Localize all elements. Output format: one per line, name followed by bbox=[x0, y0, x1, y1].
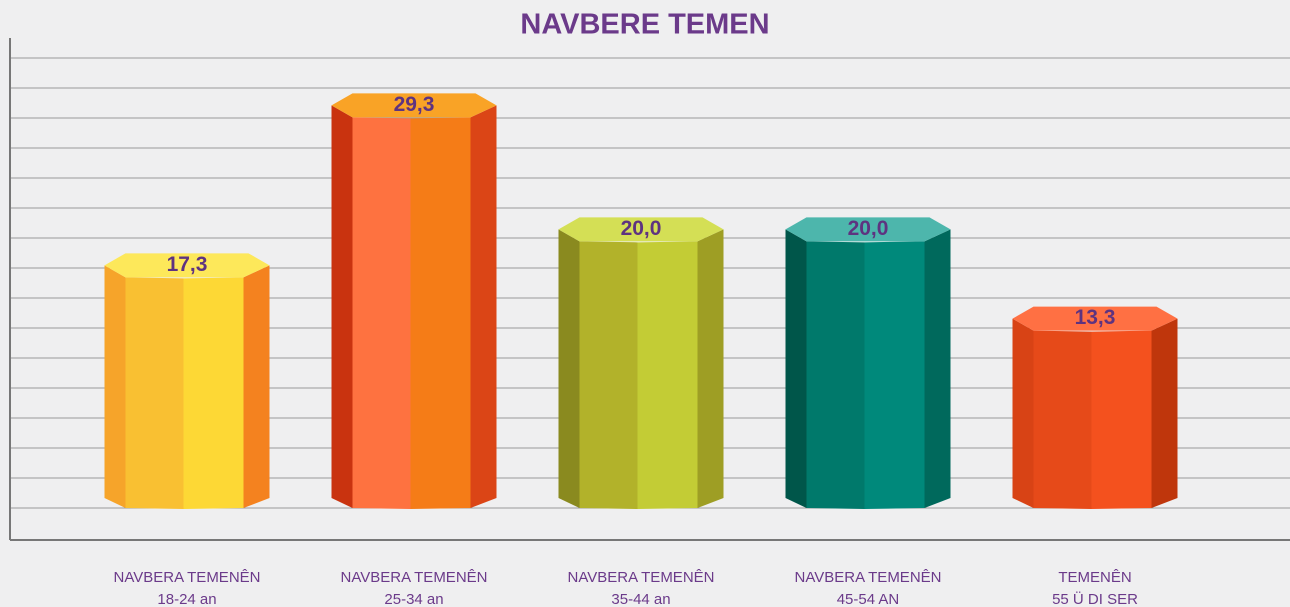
chart-title: NAVBERE TEMEN bbox=[520, 9, 769, 41]
bar-side-right bbox=[697, 229, 724, 509]
value-label: 29,3 bbox=[394, 93, 435, 116]
value-label: 20,0 bbox=[621, 217, 662, 240]
bar-side-left bbox=[104, 265, 126, 508]
bar-front-right bbox=[637, 241, 698, 510]
value-label: 17,3 bbox=[167, 253, 208, 276]
x-tick-label: 55 Ü DI SER bbox=[1052, 590, 1138, 607]
value-label: 13,3 bbox=[1075, 306, 1116, 329]
x-tick-label: NAVBERA TEMENÊN bbox=[568, 569, 715, 586]
bar-top bbox=[1012, 306, 1178, 331]
bar bbox=[104, 253, 270, 509]
x-tick-label: 25-34 an bbox=[384, 591, 443, 607]
bar bbox=[331, 93, 497, 509]
bar-side-right bbox=[243, 265, 270, 508]
bar bbox=[1012, 306, 1178, 509]
bar-side-left bbox=[558, 229, 580, 509]
bar-top bbox=[331, 93, 497, 118]
bar-front-left bbox=[579, 241, 638, 510]
bar-top bbox=[785, 217, 951, 242]
x-tick-label: NAVBERA TEMENÊN bbox=[795, 569, 942, 586]
bar-front-left bbox=[806, 241, 865, 510]
bar-front-left bbox=[352, 117, 411, 509]
bar-front-right bbox=[183, 277, 244, 509]
bar-side-left bbox=[1012, 318, 1034, 508]
x-tick-label: NAVBERA TEMENÊN bbox=[114, 569, 261, 586]
bar bbox=[785, 217, 951, 510]
bar-front-left bbox=[1033, 330, 1092, 509]
bar-side-right bbox=[1151, 318, 1178, 508]
bar-side-right bbox=[924, 229, 951, 509]
bar-front-right bbox=[410, 117, 471, 509]
bar-side-left bbox=[785, 229, 807, 509]
x-tick-label: NAVBERA TEMENÊN bbox=[341, 569, 488, 586]
bar-top bbox=[104, 253, 270, 278]
bar-side-right bbox=[470, 105, 497, 508]
bar-front-right bbox=[864, 241, 925, 510]
value-label: 20,0 bbox=[848, 217, 889, 240]
bar-front-right bbox=[1091, 330, 1152, 509]
bar bbox=[558, 217, 724, 510]
x-tick-label: TEMENÊN bbox=[1058, 569, 1131, 586]
bar-side-left bbox=[331, 105, 353, 508]
bar-top bbox=[558, 217, 724, 242]
bar-front-left bbox=[125, 277, 184, 509]
x-tick-label: 35-44 an bbox=[611, 591, 670, 607]
x-tick-label: 45-54 AN bbox=[837, 591, 900, 607]
x-tick-label: 18-24 an bbox=[157, 591, 216, 607]
